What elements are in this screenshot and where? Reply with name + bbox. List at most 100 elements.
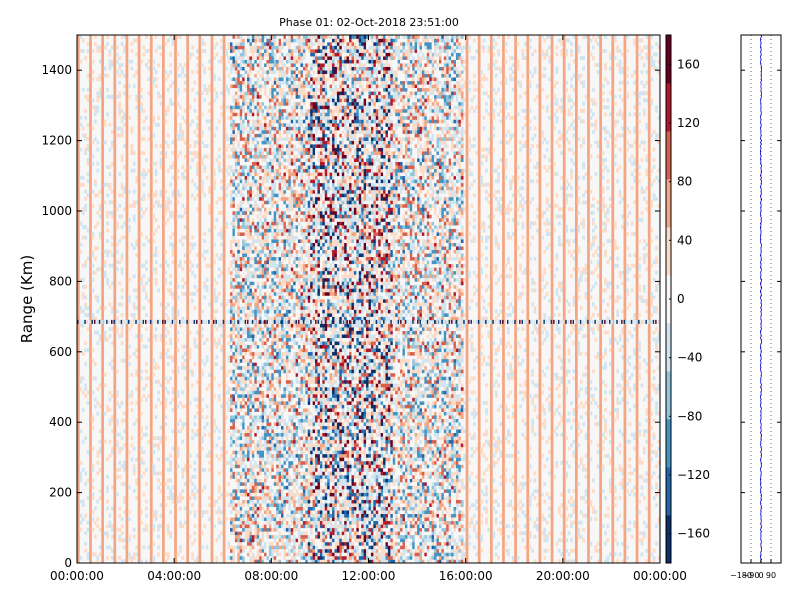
heatmap-cell [230, 98, 233, 103]
heatmap-cell [247, 270, 250, 275]
heatmap-cell [142, 263, 146, 268]
heatmap-cell [77, 133, 80, 138]
heatmap-cell [234, 56, 238, 60]
heatmap-cell [77, 404, 80, 409]
heatmap-cell [120, 42, 124, 46]
heatmap-cell [213, 499, 216, 504]
heatmap-cell [232, 330, 236, 335]
heatmap-cell [118, 513, 122, 518]
heatmap-cell [244, 77, 248, 82]
heatmap-cell [200, 253, 204, 258]
heatmap-cell [101, 52, 105, 57]
heatmap-cell [232, 306, 236, 310]
heatmap-cell [137, 496, 141, 500]
heatmap-cell [106, 182, 109, 187]
heatmap-cell [239, 291, 243, 296]
heatmap-cell [125, 151, 129, 155]
heatmap-cell [230, 144, 233, 148]
heatmap-cell [222, 383, 226, 388]
heatmap-cell [137, 446, 141, 451]
heatmap-cell [234, 299, 238, 303]
heatmap-cell [120, 531, 124, 536]
heatmap-cell [232, 80, 236, 85]
heatmap-cell [239, 200, 243, 205]
heatmap-cell [164, 415, 168, 419]
heatmap-cell [137, 559, 141, 564]
heatmap-cell [164, 200, 168, 205]
heatmap-cell [198, 464, 202, 469]
heatmap-cell [159, 189, 163, 194]
heatmap-cell [249, 475, 253, 479]
heatmap-cell [125, 362, 129, 367]
heatmap-cell [242, 432, 245, 437]
heatmap-cell [118, 239, 122, 243]
heatmap-cell [237, 147, 241, 152]
heatmap-cell [234, 193, 238, 198]
heatmap-cell [176, 499, 180, 504]
heatmap-cell [84, 387, 88, 391]
heatmap-cell [249, 432, 253, 437]
heatmap-cell [174, 38, 177, 43]
heatmap-cell [125, 130, 129, 134]
heatmap-cell [198, 232, 202, 236]
heatmap-cell [162, 253, 165, 258]
heatmap-cell [220, 256, 224, 261]
heatmap-cell [227, 56, 231, 60]
heatmap-cell [125, 189, 129, 194]
heatmap-cell [137, 323, 141, 328]
heatmap-cell [113, 45, 117, 50]
heatmap-cell [251, 394, 255, 398]
heatmap-cell [162, 316, 165, 321]
heatmap-cell [200, 408, 204, 412]
heatmap-cell [111, 144, 114, 148]
heatmap-cell [101, 281, 105, 286]
heatmap-cell [174, 281, 177, 286]
heatmap-cell [222, 49, 226, 53]
heatmap-cell [244, 446, 248, 451]
heatmap-cell [234, 123, 238, 127]
heatmap-cell [198, 239, 202, 243]
heatmap-cell [101, 80, 105, 85]
heatmap-cell [174, 527, 177, 532]
heatmap-cell [113, 108, 117, 113]
heatmap-cell [174, 520, 177, 525]
heatmap-cell [244, 520, 248, 525]
heatmap-cell [84, 394, 88, 398]
heatmap-cell [249, 161, 253, 166]
heatmap-cell [101, 408, 105, 412]
heatmap-cell [113, 475, 117, 479]
heatmap-cell [174, 408, 177, 412]
heatmap-cell [251, 485, 255, 490]
heatmap-cell [237, 548, 241, 553]
heatmap-cell [149, 63, 153, 67]
heatmap-cell [77, 548, 80, 553]
heatmap-cell [113, 559, 117, 564]
heatmap-cell [89, 186, 92, 191]
heatmap-cell [234, 351, 238, 356]
heatmap-cell [101, 101, 105, 106]
heatmap-cell [120, 133, 124, 138]
heatmap-cell [237, 425, 241, 430]
heatmap-cell [118, 108, 122, 113]
heatmap-cell [174, 274, 177, 279]
heatmap-cell [247, 218, 250, 222]
heatmap-cell [162, 66, 165, 71]
heatmap-cell [89, 126, 92, 131]
heatmap-cell [234, 165, 238, 170]
heatmap-cell [101, 270, 105, 275]
heatmap-cell [89, 408, 92, 412]
heatmap-cell [200, 91, 204, 96]
heatmap-cell [244, 80, 248, 85]
heatmap-cell [162, 126, 165, 131]
heatmap-cell [137, 130, 141, 134]
heatmap-cell [162, 87, 165, 92]
heatmap-cell [239, 137, 243, 141]
heatmap-cell [132, 288, 136, 293]
heatmap-cell [232, 503, 236, 507]
heatmap-cell [94, 520, 97, 525]
heatmap-cell [186, 140, 190, 145]
heatmap-cell [91, 415, 95, 419]
heatmap-cell [198, 450, 202, 455]
heatmap-cell [200, 446, 204, 451]
heatmap-cell [239, 267, 243, 272]
